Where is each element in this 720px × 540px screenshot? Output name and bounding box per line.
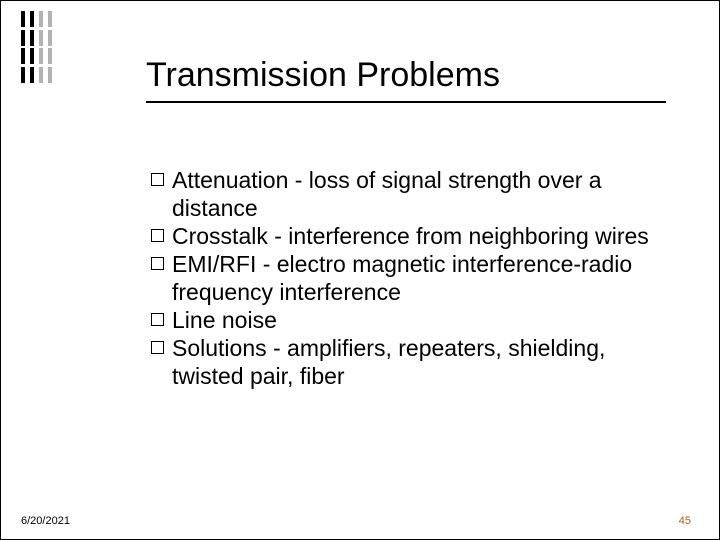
title-block: Transmission Problems bbox=[146, 56, 679, 103]
tick-col bbox=[48, 11, 52, 83]
square-bullet-icon bbox=[151, 313, 164, 326]
square-bullet-icon bbox=[151, 173, 164, 186]
list-item: Crosstalk - interference from neighborin… bbox=[151, 222, 664, 250]
list-item: EMI/RFI - electro magnetic interference-… bbox=[151, 250, 664, 306]
bullet-text: EMI/RFI - electro magnetic interference-… bbox=[172, 250, 664, 306]
slide-title: Transmission Problems bbox=[146, 56, 679, 101]
tick-col bbox=[39, 11, 43, 83]
footer-page-number: 45 bbox=[679, 515, 691, 527]
list-item: Line noise bbox=[151, 306, 664, 334]
bullet-text: Solutions - amplifiers, repeaters, shiel… bbox=[172, 334, 664, 390]
bullet-text: Attenuation - loss of signal strength ov… bbox=[172, 166, 664, 222]
square-bullet-icon bbox=[151, 257, 164, 270]
tick-col bbox=[30, 11, 34, 83]
content-block: Attenuation - loss of signal strength ov… bbox=[151, 166, 664, 390]
bullet-text: Line noise bbox=[172, 306, 664, 334]
footer-date: 6/20/2021 bbox=[21, 515, 70, 527]
square-bullet-icon bbox=[151, 341, 164, 354]
bullet-text: Crosstalk - interference from neighborin… bbox=[172, 222, 664, 250]
tick-col bbox=[21, 11, 25, 83]
title-underline bbox=[146, 101, 666, 103]
decorative-ticks bbox=[21, 11, 52, 83]
square-bullet-icon bbox=[151, 229, 164, 242]
list-item: Attenuation - loss of signal strength ov… bbox=[151, 166, 664, 222]
list-item: Solutions - amplifiers, repeaters, shiel… bbox=[151, 334, 664, 390]
slide: Transmission Problems Attenuation - loss… bbox=[0, 0, 720, 540]
